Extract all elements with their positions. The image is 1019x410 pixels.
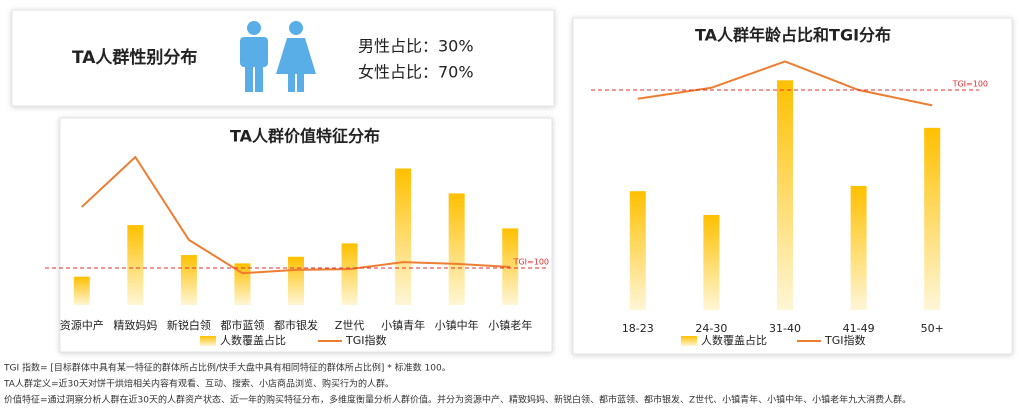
note: TGI 指数= [目标群体中具有某一特征的群体所占比例/快手大盘中具有相同特征的… — [3, 362, 451, 374]
x-tick-label: 41-49 — [843, 322, 875, 335]
reference-label: TGI=100 — [513, 258, 549, 267]
bar — [777, 80, 793, 310]
x-tick-label: 都市蓝领 — [220, 318, 264, 332]
bar — [703, 214, 720, 310]
gender-title: TA人群性别分布 — [72, 47, 197, 68]
male-icon — [240, 21, 268, 92]
bar — [73, 276, 90, 305]
bar — [180, 255, 197, 305]
legend-label: 人数覆盖占比 — [220, 333, 286, 347]
legend-swatch — [681, 336, 697, 346]
x-tick-label: 小镇中年 — [435, 318, 479, 332]
bar — [127, 225, 144, 305]
bar — [341, 243, 358, 305]
x-tick-label: 新锐白领 — [167, 318, 211, 332]
reference-label: TGI=100 — [952, 80, 988, 89]
female-icon — [276, 21, 316, 92]
legend-label: TGI指数 — [824, 333, 866, 347]
note: 价值特征=通过洞察分析人群在近30天的人群资产状态、近一年的购买特征分布，多维度… — [4, 394, 911, 406]
x-tick-label: Z世代 — [335, 319, 365, 332]
x-tick-label: 31-40 — [769, 322, 801, 335]
bar — [924, 127, 941, 310]
chart-title: TA人群年龄占比和TGI分布 — [695, 26, 891, 45]
legend-label: TGI指数 — [345, 333, 387, 347]
x-tick-label: 24-30 — [695, 322, 727, 335]
x-tick-label: 18-23 — [622, 322, 654, 335]
x-tick-label: 都市银发 — [274, 318, 318, 332]
x-tick-label: 小镇青年 — [381, 318, 425, 332]
x-tick-label: 50+ — [921, 322, 944, 335]
legend-label: 人数覆盖占比 — [701, 333, 767, 347]
x-tick-label: 资源中产 — [60, 318, 104, 332]
note: TA人群定义=近30天对饼干烘焙相关内容有观看、互动、搜索、小店商品浏览、购买行… — [3, 378, 394, 390]
x-tick-label: 小镇老年 — [488, 318, 532, 332]
chart-title: TA人群价值特征分布 — [230, 127, 380, 146]
bar — [288, 256, 304, 305]
bar — [395, 168, 412, 305]
tgi-line — [81, 155, 511, 275]
female-share: 女性占比：70% — [358, 63, 474, 82]
bar — [850, 185, 867, 310]
bar — [448, 193, 465, 305]
male-share: 男性占比：30% — [358, 37, 474, 56]
legend-swatch — [200, 336, 216, 346]
tgi-line — [637, 60, 933, 107]
x-tick-label: 精致妈妈 — [113, 318, 157, 332]
bar — [629, 191, 646, 310]
